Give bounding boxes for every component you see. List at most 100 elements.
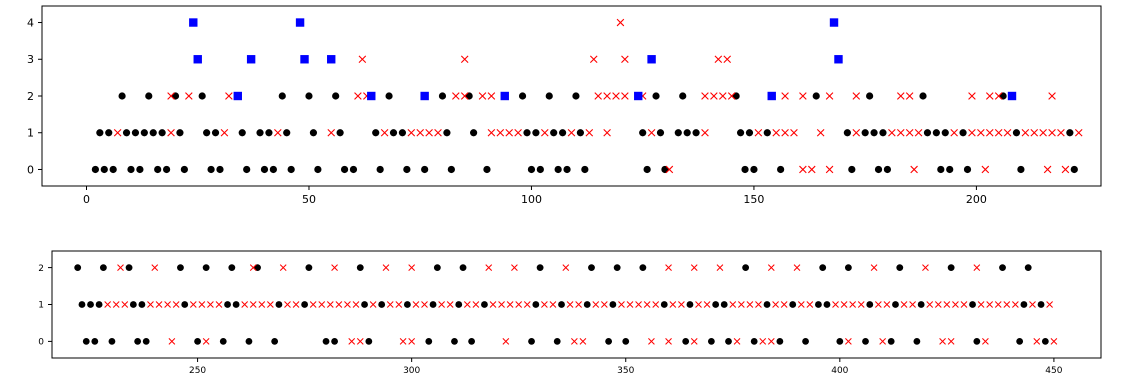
x-tick-label: 100	[521, 193, 542, 206]
data-point-cross	[982, 338, 989, 345]
data-point-circle	[802, 337, 809, 345]
data-point-circle	[523, 129, 531, 137]
data-point-circle	[1070, 165, 1078, 174]
data-point-circle	[866, 92, 874, 100]
data-point-cross	[189, 301, 197, 308]
data-point-cross	[746, 301, 754, 308]
data-point-circle	[750, 337, 758, 345]
data-point-cross	[198, 301, 206, 308]
data-point-cross	[167, 92, 175, 100]
data-point-circle	[340, 165, 349, 174]
data-point-circle	[372, 129, 380, 137]
data-point-circle	[322, 337, 330, 345]
data-point-cross	[202, 338, 210, 345]
scatter-panel-top: 0 50 100 150 200 0 1 2 3 4	[27, 5, 1102, 206]
data-point-cross	[793, 264, 801, 271]
data-point-circle	[946, 165, 954, 174]
data-point-cross	[852, 128, 861, 137]
data-point-cross	[603, 128, 611, 137]
data-point-circle	[866, 301, 874, 308]
data-point-cross	[225, 92, 233, 100]
data-point-circle	[553, 337, 561, 345]
data-point-circle	[532, 129, 540, 137]
data-point-square	[295, 18, 305, 27]
data-point-circle	[1020, 301, 1028, 308]
data-point-cross	[541, 128, 549, 137]
data-point-cross	[652, 301, 660, 308]
data-point-cross	[1039, 128, 1047, 137]
data-point-circle	[605, 337, 613, 345]
data-point-circle	[105, 129, 113, 137]
data-point-cross	[112, 301, 120, 308]
data-point-cross	[665, 338, 672, 345]
data-point-cross	[460, 55, 469, 64]
data-point-circle	[136, 165, 144, 174]
data-point-circle	[131, 129, 140, 137]
data-point-circle	[870, 129, 878, 137]
y-tick-label: 1	[38, 301, 44, 311]
data-point-cross	[755, 301, 762, 308]
data-point-circle	[656, 129, 665, 137]
data-point-circle	[403, 165, 411, 174]
data-point-cross	[710, 92, 718, 100]
data-point-cross	[352, 301, 360, 308]
data-point-circle	[162, 165, 171, 174]
data-point-circle	[581, 165, 589, 174]
data-point-cross	[875, 301, 882, 308]
data-point-circle	[963, 165, 972, 174]
data-point-circle	[283, 129, 291, 137]
data-point-cross	[727, 92, 736, 100]
data-point-circle	[336, 129, 344, 137]
data-point-cross	[977, 128, 985, 137]
data-point-circle	[287, 165, 295, 174]
data-point-circle	[812, 92, 820, 100]
data-point-circle	[874, 165, 883, 174]
data-point-cross	[879, 338, 886, 345]
data-point-circle	[96, 129, 104, 137]
data-point-circle	[269, 165, 277, 174]
data-point-cross	[421, 301, 428, 308]
data-point-circle	[1066, 129, 1074, 137]
data-point-square	[189, 18, 198, 27]
data-point-cross	[220, 128, 229, 137]
data-point-cross	[973, 264, 981, 271]
data-point-circle	[563, 165, 571, 174]
data-point-square	[233, 91, 242, 101]
data-point-circle	[365, 337, 373, 345]
scatter-panel-bottom: 250 300 350 400 450 0 1 2	[38, 250, 1102, 376]
data-point-cross	[147, 301, 154, 308]
data-point-cross	[1050, 338, 1058, 345]
data-point-cross	[326, 301, 334, 308]
data-point-cross	[354, 92, 362, 100]
y-tick-label: 2	[27, 90, 34, 103]
data-point-cross	[168, 338, 176, 345]
data-point-circle	[1024, 264, 1032, 272]
data-point-cross	[772, 301, 779, 308]
data-point-circle	[848, 165, 856, 174]
data-point-cross	[1048, 92, 1056, 100]
data-point-circle	[278, 92, 286, 100]
data-point-circle	[142, 337, 150, 345]
data-point-cross	[1029, 301, 1036, 308]
data-point-cross	[514, 128, 522, 137]
data-point-circle	[78, 301, 86, 308]
data-point-circle	[1012, 129, 1021, 137]
data-point-cross	[478, 92, 487, 100]
data-point-circle	[361, 301, 368, 308]
data-point-cross	[799, 165, 807, 174]
data-point-cross	[733, 338, 741, 345]
data-point-circle	[245, 337, 253, 345]
data-point-circle	[433, 264, 441, 272]
data-point-circle	[937, 165, 945, 174]
data-point-cross	[1048, 128, 1056, 137]
data-point-cross	[1030, 128, 1039, 137]
data-point-circle	[643, 165, 651, 174]
data-point-cross	[816, 128, 825, 137]
data-point-cross	[567, 128, 576, 137]
data-point-cross	[489, 301, 497, 308]
data-point-cross	[113, 128, 122, 137]
data-point-cross	[960, 301, 968, 308]
data-point-cross	[185, 92, 193, 100]
data-point-circle	[823, 301, 831, 308]
data-point-cross	[496, 128, 505, 137]
